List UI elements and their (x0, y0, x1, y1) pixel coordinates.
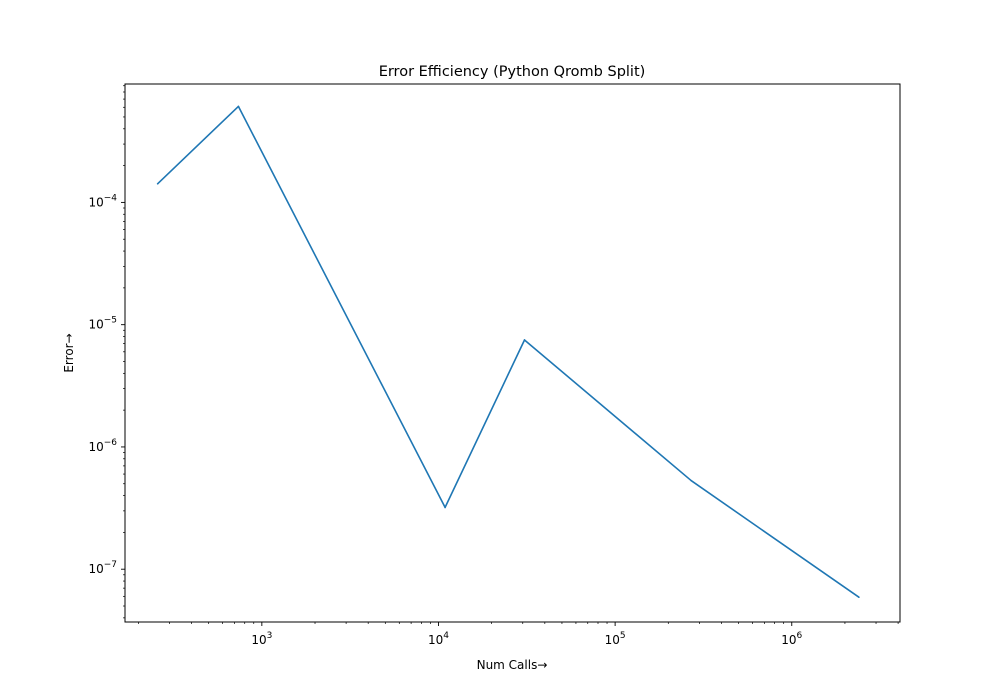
series-line (157, 105, 860, 598)
data-point (237, 105, 240, 108)
y-tick-label: 10−4 (88, 193, 117, 209)
chart-title: Error Efficiency (Python Qromb Split) (379, 64, 646, 80)
data-point (156, 182, 159, 185)
x-axis-label: Num Calls→ (477, 658, 548, 672)
y-tick-label: 10−6 (88, 438, 117, 454)
series-layer (156, 105, 860, 599)
x-tick-label: 103 (251, 631, 272, 647)
x-tick-label: 105 (605, 631, 626, 647)
plot-area (125, 84, 900, 622)
x-tick-label: 106 (781, 631, 802, 647)
y-axis-label: Error→ (62, 333, 76, 372)
x-tick-label: 104 (428, 631, 449, 647)
y-tick-label: 10−7 (88, 560, 117, 576)
major-ticks: 103 104 105 106 10−7 10−6 10−5 10−4 (88, 193, 802, 647)
y-tick-label: 10−5 (88, 316, 117, 332)
data-point (444, 506, 446, 509)
data-point (690, 479, 693, 482)
axes-frame (124, 83, 901, 623)
data-point (858, 596, 860, 599)
data-point (523, 339, 526, 341)
